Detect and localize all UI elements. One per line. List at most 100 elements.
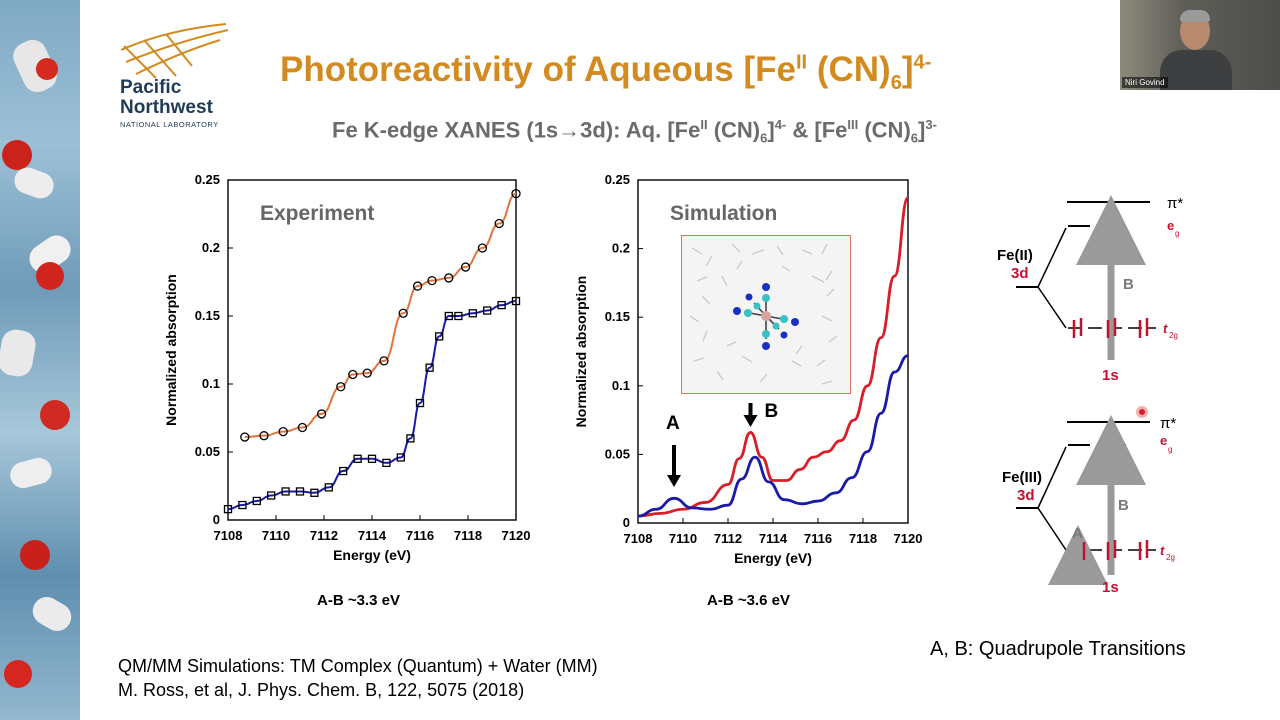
split-line [1037,507,1067,551]
electron-spin-icon [1082,540,1149,560]
series-line [227,300,517,511]
subtitle-text: ] [767,117,775,143]
core-1s-label: 1s [1102,579,1119,596]
data-point [398,308,408,318]
data-point [281,487,290,496]
molecule-decoration [4,660,32,688]
participant-name: Niri Govind [1122,77,1168,88]
title-text: ] [901,50,914,89]
core-1s-label: 1s [1102,367,1119,384]
data-point [406,434,415,443]
annotation-b-arrow-icon [743,415,758,427]
y-tick-label: 0 [213,512,220,527]
t2g-subscript: 2g [1169,331,1178,340]
y-axis-label: Normalized absorption [573,276,589,428]
subtitle-text: Fe K-edge XANES (1s [332,117,559,143]
data-point [415,398,425,408]
x-tick-label: 7120 [502,528,531,543]
y-tick-label: 0.05 [605,446,630,461]
experiment-chart: 7108 7110 7112 7114 7116 7118 7120 0 0.05 0.1 0.15… [163,172,531,563]
data-point [444,311,453,321]
annotation-a-label: A [666,413,680,434]
transition-a-label: A [1072,525,1083,542]
quadrupole-note: A, B: Quadrupole Transitions [930,638,1186,660]
data-point [427,275,437,286]
person-body [1160,50,1232,90]
pnnl-logo: Pacific Northwest NATIONAL LABORATORY [116,22,246,132]
subtitle-sup: II [700,117,708,132]
molecule-decoration [0,327,38,379]
x-tick-label: 7108 [624,531,653,546]
y-tick-label: 0.05 [195,444,220,459]
data-point [379,356,389,366]
subtitle-sub: 6 [910,130,919,146]
subtitle-text: ] [918,117,926,143]
data-point [497,300,506,310]
participant-video-tile[interactable]: Niri Govind [1120,0,1280,90]
data-point [382,458,391,468]
logo-mesh-icon [120,23,229,79]
data-point [444,273,454,283]
slide: Pacific Northwest NATIONAL LABORATORY Ph… [80,0,1260,720]
x-tick-label: 7118 [849,531,877,546]
y-axis-label: Normalized absorption [163,274,179,426]
eg-subscript: g [1168,445,1172,454]
transition-b-label: B [1123,276,1134,293]
logo-line2: Northwest [120,97,213,118]
molecule-decoration [27,591,77,637]
y-tick-label: 0.1 [612,378,630,393]
split-line [1037,227,1067,288]
data-point [494,218,504,229]
title-sup: II [795,51,808,74]
fe3-levels: Fe(III) 3d π* e g t 2g A B 1s [1002,406,1176,596]
title-sup: 4- [913,51,932,74]
data-point [259,431,269,441]
data-point [511,296,521,306]
pi-star-label: π* [1160,415,1176,432]
y-tick-label: 0.1 [202,376,220,391]
series-line [637,196,910,518]
data-point [316,409,327,419]
chart-title: Simulation [670,202,777,225]
person-hair [1180,10,1210,22]
transition-b-label: B [1118,497,1129,514]
fe3-label: Fe(III) [1002,469,1042,486]
data-point [477,243,488,253]
fe2-label: Fe(II) [997,247,1033,264]
footer-line1: QM/MM Simulations: TM Complex (Quantum) … [118,656,598,676]
x-tick-label: 7112 [310,528,338,543]
subtitle-text: 3d): Aq. [Fe [580,117,701,143]
x-tick-label: 7110 [669,531,697,546]
caption-simulation: A-B ~3.6 eV [707,592,790,609]
molecule-decoration [40,400,70,430]
chart-title: Experiment [260,202,374,225]
fe2-levels: Fe(II) 3d π* e g t 2g B 1s [997,195,1183,384]
molecule-decoration [20,540,50,570]
slide-subtitle: Fe K-edge XANES (1s→3d): Aq. [FeII (CN)6… [332,117,937,146]
data-point [468,309,477,318]
data-point [324,483,333,492]
subtitle-sub: 6 [760,130,768,146]
fe3-3d-label: 3d [1017,487,1035,504]
x-tick-label: 7110 [262,528,290,543]
annotation-b-label: B [765,401,779,422]
split-line [1037,286,1067,329]
data-point [412,281,423,291]
subtitle-sup: III [847,117,859,132]
data-point [278,426,288,437]
data-point [336,382,346,392]
subtitle-text: (CN) [707,117,761,143]
data-point [339,466,348,476]
logo-line1: Pacific [120,77,182,98]
y-tick-label: 0.15 [195,308,220,323]
y-tick-label: 0.25 [195,172,220,187]
x-tick-label: 7114 [759,531,788,546]
molecule-decoration [36,262,64,290]
pi-star-label: π* [1167,195,1183,212]
title-sub: 6 [890,72,902,94]
footer-line2: M. Ross, et al, J. Phys. Chem. B, 122, 5… [118,680,525,700]
eg-subscript: g [1175,229,1179,238]
data-point [310,488,319,497]
data-point [483,306,492,315]
title-text: (CN) [807,50,891,89]
